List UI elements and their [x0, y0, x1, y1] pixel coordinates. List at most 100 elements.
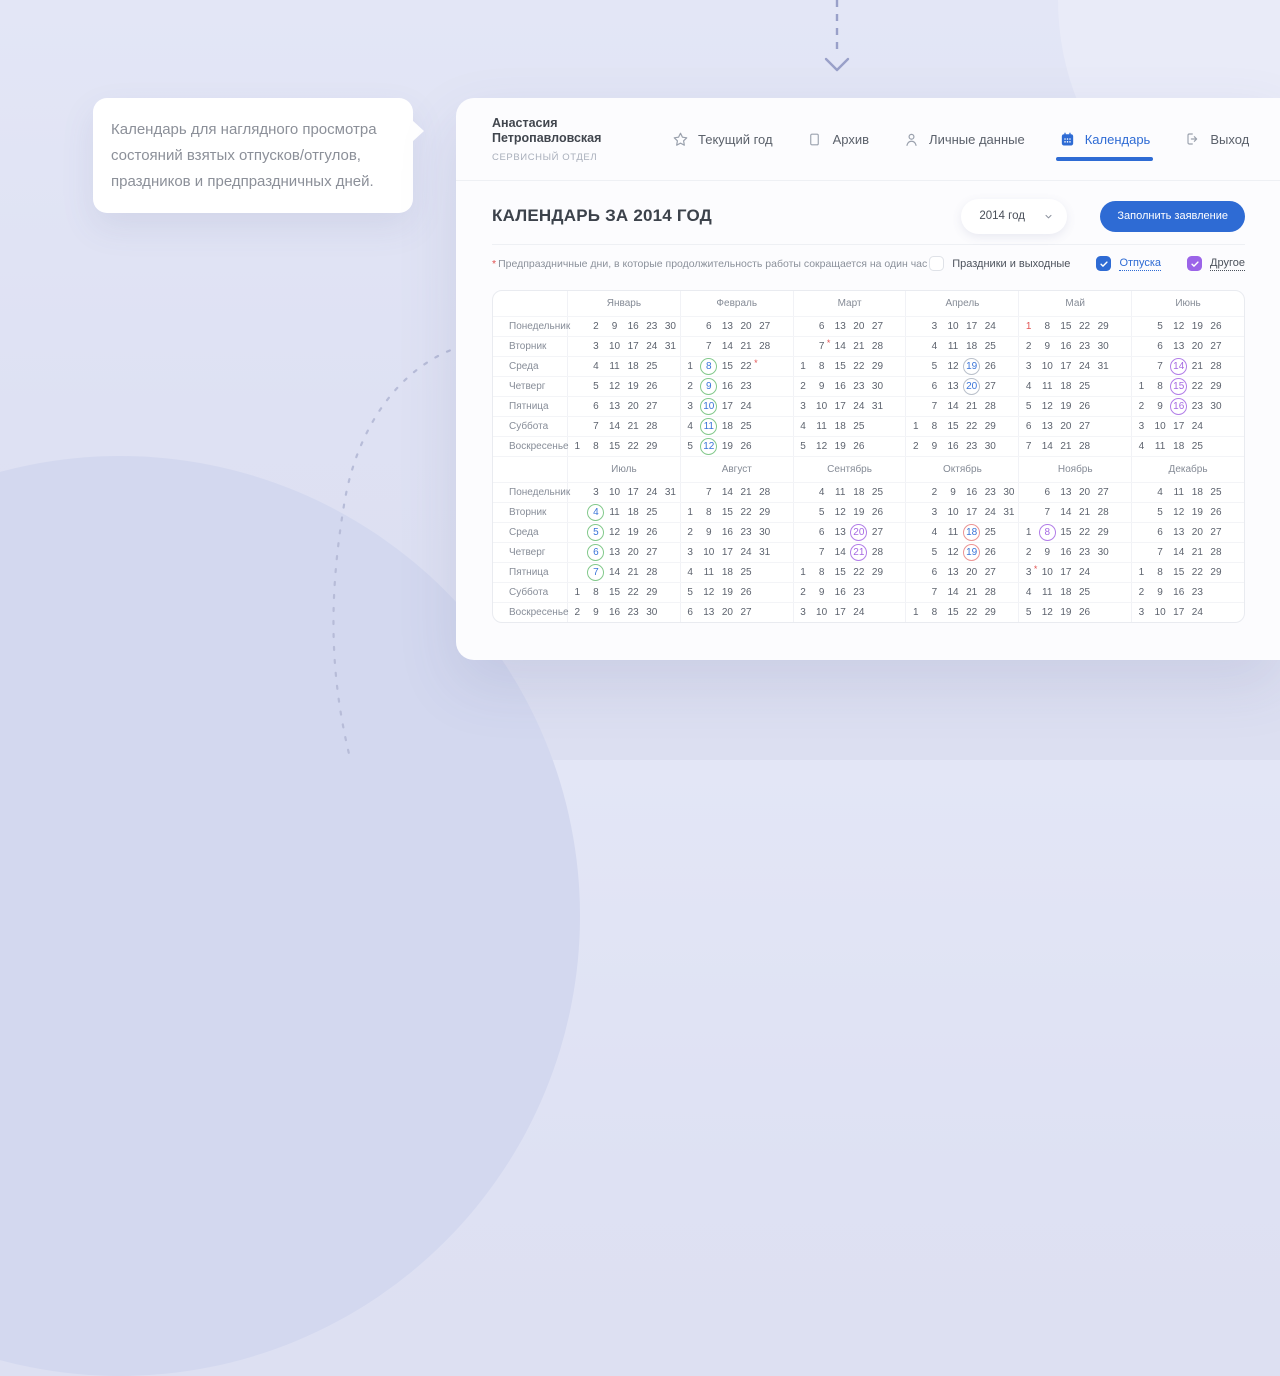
calendar-day-empty — [1112, 437, 1131, 456]
checkbox-other[interactable]: Другое — [1187, 256, 1245, 271]
calendar-day: 28 — [1210, 546, 1222, 558]
calendar-day-empty — [794, 523, 813, 542]
calendar-day: 26 — [646, 380, 658, 392]
calendar-day: 27 — [984, 380, 996, 392]
calendar-day-empty — [1132, 357, 1151, 376]
calendar-day-empty — [1000, 603, 1019, 622]
calendar-day: 28 — [759, 340, 771, 352]
calendar-day-empty — [774, 377, 793, 396]
month-week-cells: 7 14 21 28 — [568, 417, 681, 436]
calendar-day: 29 — [871, 360, 884, 372]
calendar-day: 28 — [646, 566, 658, 578]
month-week-cells: 5 12 19 26 — [568, 523, 681, 542]
calendar-day: 10 — [1041, 566, 1053, 578]
day-vacation-pending-cell[interactable]: 19 — [962, 357, 981, 376]
checkbox-holidays[interactable]: Праздники и выходные — [929, 256, 1070, 271]
calendar-day: 30 — [1097, 546, 1109, 558]
calendar-day: 20 — [1060, 420, 1072, 432]
day-vacation-approved-cell[interactable]: 10 — [699, 397, 718, 416]
day-vacation-approved-cell[interactable]: 9 — [699, 377, 718, 396]
calendar-day: 27 — [740, 606, 752, 618]
calendar-day-empty — [774, 543, 793, 562]
day-other-cell[interactable]: 21 — [850, 543, 869, 562]
calendar-day: 23 — [853, 380, 865, 392]
nav-item-personal-data[interactable]: Личные данные — [903, 98, 1025, 181]
calendar-day: 18 — [627, 360, 639, 372]
day-vacation-approved-cell[interactable]: 7 — [587, 563, 606, 582]
calendar-day: 11 — [1042, 586, 1053, 598]
day-other-cell[interactable]: 8 — [1038, 523, 1057, 542]
calendar-day-empty — [887, 437, 906, 456]
calendar-day: 26 — [984, 360, 996, 372]
month-header-cell: Июль — [568, 457, 681, 482]
calendar-day: 9 — [1157, 400, 1163, 412]
month-name: Июль — [611, 464, 637, 475]
calendar-day: 7 — [1157, 360, 1163, 372]
calendar-day: 26 — [871, 506, 884, 518]
calendar-day-empty — [774, 397, 793, 416]
year-select[interactable]: 2014 год — [961, 198, 1068, 234]
nav-item-label: Личные данные — [929, 131, 1025, 147]
calendar-day: 30 — [1003, 486, 1015, 498]
day-other-cell[interactable]: 20 — [850, 523, 869, 542]
day-vacation-approved-cell[interactable]: 11 — [699, 417, 718, 436]
calendar-day-empty — [1000, 523, 1019, 542]
calendar-day: 1 — [1138, 380, 1145, 392]
day-vacation-declined-cell[interactable]: 19 — [962, 543, 981, 562]
calendar-day: 5 — [593, 380, 599, 392]
month-week-cells: 7 14 21 28 — [794, 543, 907, 562]
day-vacation-approved-cell[interactable]: 5 — [587, 523, 606, 542]
month-week-cells: 6 13 20 27 — [568, 543, 681, 562]
day-other-cell[interactable]: 14 — [1169, 357, 1188, 376]
month-header-cell: Март — [794, 291, 907, 316]
calendar-day: 25 — [740, 566, 752, 578]
calendar-day: 21 — [740, 486, 752, 498]
day-vacation-declined: 18 — [963, 524, 981, 541]
checkbox-vacations[interactable]: Отпуска — [1096, 256, 1162, 271]
month-header-cell: Май — [1019, 291, 1133, 316]
calendar-day: 6 — [1044, 486, 1051, 498]
day-vacation-pending-cell[interactable]: 20 — [962, 377, 981, 396]
day-vacation-approved-cell[interactable]: 6 — [587, 543, 606, 562]
nav-item-archive[interactable]: Архив — [807, 98, 869, 181]
calendar-day: 16 — [834, 586, 846, 598]
checkbox-unchecked-icon — [929, 256, 945, 271]
calendar-half-jul-dec: Июль Август Сентябрь Октябрь Ноябрь Декабрь По… — [493, 456, 1244, 622]
calendar-day: 14 — [1173, 546, 1185, 558]
calendar-day: 4 — [1157, 486, 1163, 498]
nav-item-current-year[interactable]: Текущий год — [672, 98, 773, 181]
weekday-label: Понедельник — [493, 317, 570, 336]
calendar-day: 18 — [721, 420, 733, 432]
checkbox-checked-icon — [1187, 256, 1203, 271]
calendar-day: 15 — [1173, 566, 1185, 578]
calendar-day-empty — [887, 417, 906, 436]
day-vacation-approved-cell[interactable]: 8 — [699, 357, 718, 376]
nav-item-logout[interactable]: Выход — [1184, 98, 1249, 181]
nav-item-calendar[interactable]: Календарь — [1055, 98, 1153, 181]
day-vacation-pending: 20 — [963, 378, 981, 395]
day-other-cell[interactable]: 15 — [1169, 377, 1188, 396]
calendar-day: 29 — [1097, 526, 1109, 538]
calendar-day: 4 — [687, 420, 693, 432]
calendar-day: 6 — [931, 566, 938, 578]
calendar-day: 23 — [853, 586, 865, 598]
day-vacation-approved-cell[interactable]: 4 — [587, 503, 606, 522]
calendar-day-empty — [887, 503, 906, 522]
preholiday-asterisk: * — [826, 337, 831, 348]
calendar-day: 9 — [950, 486, 956, 498]
month-week-cells: 7 14 21 28 — [1019, 503, 1133, 522]
calendar-day: 31 — [664, 340, 676, 352]
calendar-day: 24 — [853, 606, 865, 618]
calendar-day: 4 — [800, 420, 806, 432]
day-vacation-approved-cell[interactable]: 12 — [699, 437, 718, 456]
weekday-label: Пятница — [493, 397, 568, 416]
day-other-cell[interactable]: 16 — [1169, 397, 1188, 416]
calendar-day: 9 — [1044, 546, 1051, 558]
day-vacation-declined-cell[interactable]: 18 — [962, 523, 981, 542]
calendar-day-empty — [1112, 603, 1131, 622]
fill-application-button[interactable]: Заполнить заявление — [1100, 200, 1245, 232]
calendar-day: 6 — [931, 380, 938, 392]
calendar-day: 16 — [1173, 586, 1185, 598]
calendar-day-empty — [661, 357, 680, 376]
page-title: КАЛЕНДАРЬ ЗА 2014 ГОД — [492, 206, 712, 225]
